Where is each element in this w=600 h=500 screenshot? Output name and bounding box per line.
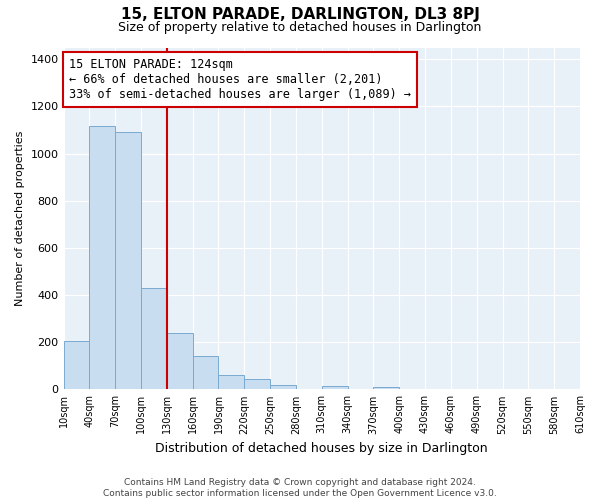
Bar — [64, 341, 89, 390]
Bar — [193, 356, 218, 390]
Bar — [322, 386, 347, 390]
Text: Size of property relative to detached houses in Darlington: Size of property relative to detached ho… — [118, 21, 482, 34]
Bar — [89, 126, 115, 390]
Text: Contains HM Land Registry data © Crown copyright and database right 2024.
Contai: Contains HM Land Registry data © Crown c… — [103, 478, 497, 498]
Bar — [218, 376, 244, 390]
Bar — [167, 333, 193, 390]
Text: 15 ELTON PARADE: 124sqm
← 66% of detached houses are smaller (2,201)
33% of semi: 15 ELTON PARADE: 124sqm ← 66% of detache… — [69, 58, 411, 101]
Bar — [270, 384, 296, 390]
Bar — [115, 132, 141, 390]
Y-axis label: Number of detached properties: Number of detached properties — [15, 131, 25, 306]
X-axis label: Distribution of detached houses by size in Darlington: Distribution of detached houses by size … — [155, 442, 488, 455]
Text: 15, ELTON PARADE, DARLINGTON, DL3 8PJ: 15, ELTON PARADE, DARLINGTON, DL3 8PJ — [121, 8, 479, 22]
Bar — [373, 387, 399, 390]
Bar — [141, 288, 167, 390]
Bar — [244, 379, 270, 390]
